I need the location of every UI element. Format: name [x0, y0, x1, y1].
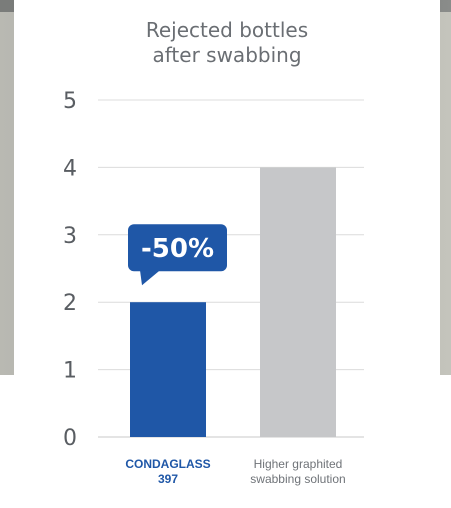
y-tick-label-0: 0	[63, 426, 77, 451]
x-tick-label-0-line-1: 397	[157, 472, 179, 486]
x-tick-label-1-line-0: Higher graphited	[253, 457, 343, 471]
y-tick-label-1: 1	[63, 359, 77, 384]
y-tick-label-2: 2	[63, 291, 77, 316]
x-tick-label-1: Higher graphited swabbing solution	[228, 457, 368, 487]
chart-title-line-2: after swabbing	[152, 43, 302, 67]
bar-0	[130, 302, 206, 437]
x-tick-label-1-line-1: swabbing solution	[250, 472, 346, 486]
y-tick-label-4: 4	[63, 156, 77, 181]
callout-label: -50%	[141, 234, 214, 264]
y-tick-label-3: 3	[63, 224, 77, 249]
chart-title-line-1: Rejected bottles	[145, 18, 309, 42]
x-tick-label-0: CONDAGLASS 397	[98, 457, 238, 487]
callout-box	[128, 224, 227, 272]
chart-title: Rejected bottles after swabbing	[14, 18, 440, 68]
x-tick-label-0-line-0: CONDAGLASS	[125, 457, 211, 471]
callout-pointer	[140, 270, 160, 286]
bar-1	[260, 167, 336, 437]
y-tick-label-5: 5	[63, 89, 77, 114]
